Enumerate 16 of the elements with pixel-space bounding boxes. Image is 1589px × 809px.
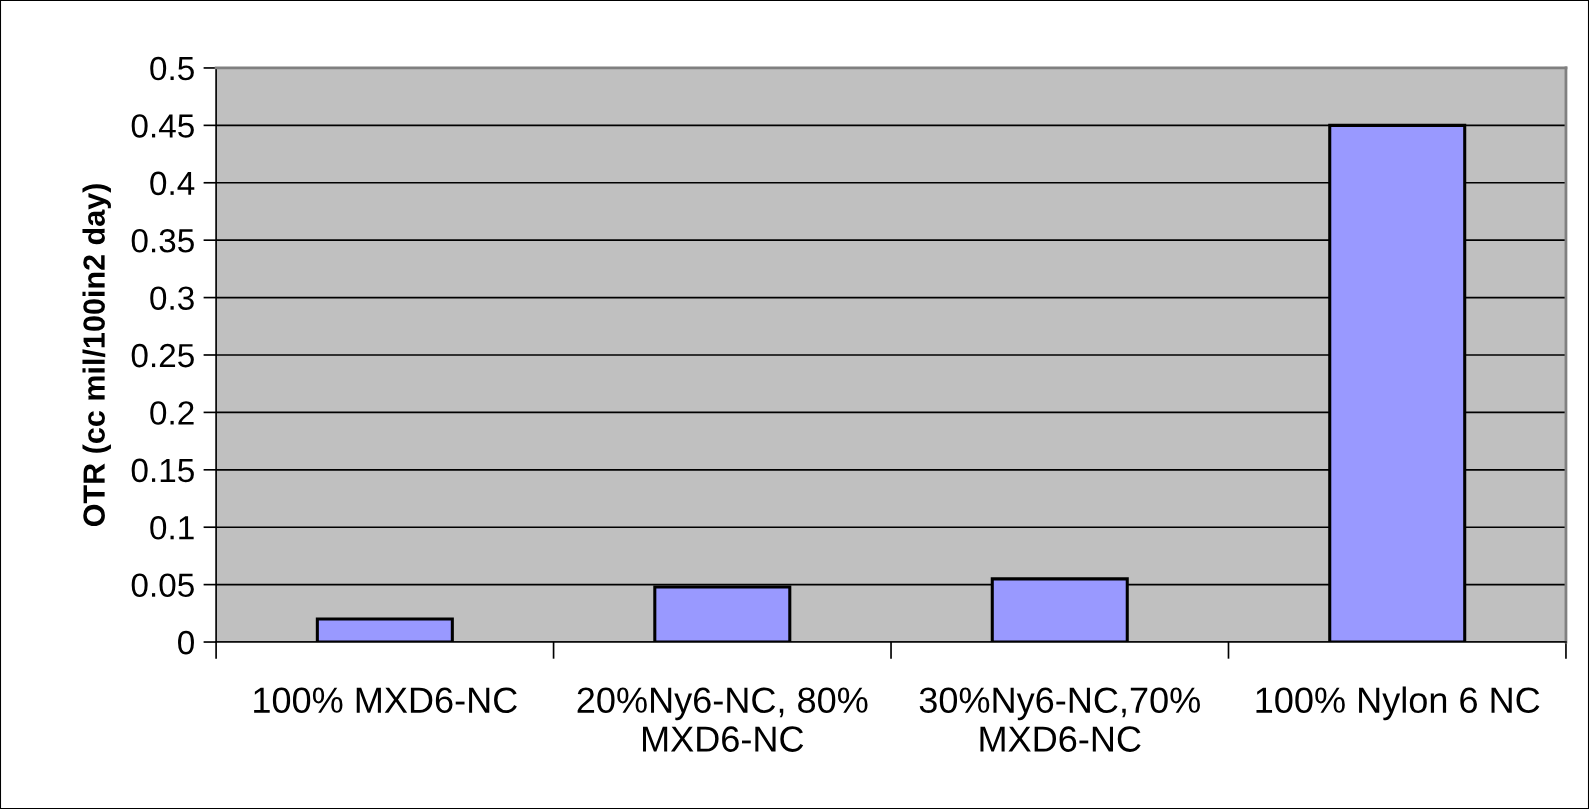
y-tick-label: 0.35 — [131, 228, 194, 253]
y-tick-label: 0.4 — [150, 171, 195, 196]
y-tick-label: 0.25 — [131, 343, 194, 368]
x-tick-label: 30%Ny6-NC,70% MXD6-NC — [919, 687, 1200, 752]
y-tick-label: 0.5 — [150, 56, 194, 81]
y-tick-label: 0.2 — [150, 401, 194, 425]
y-tick-label: 0.45 — [131, 114, 194, 138]
y-tick-label: 0 — [178, 630, 194, 655]
y-tick-label: 0.05 — [131, 573, 194, 598]
y-tick-label: 0.3 — [150, 286, 194, 310]
y-tick-label: 0.15 — [131, 458, 194, 483]
x-tick-label: 100% MXD6-NC — [254, 687, 517, 713]
x-tick-label: 100% Nylon 6 NC — [1256, 686, 1540, 721]
x-tick-label: 20%Ny6-NC, 80% MXD6-NC — [577, 687, 868, 752]
y-axis-title: OTR (cc mil/100in2 day) — [82, 184, 111, 527]
y-tick-label: 0.1 — [150, 516, 194, 540]
